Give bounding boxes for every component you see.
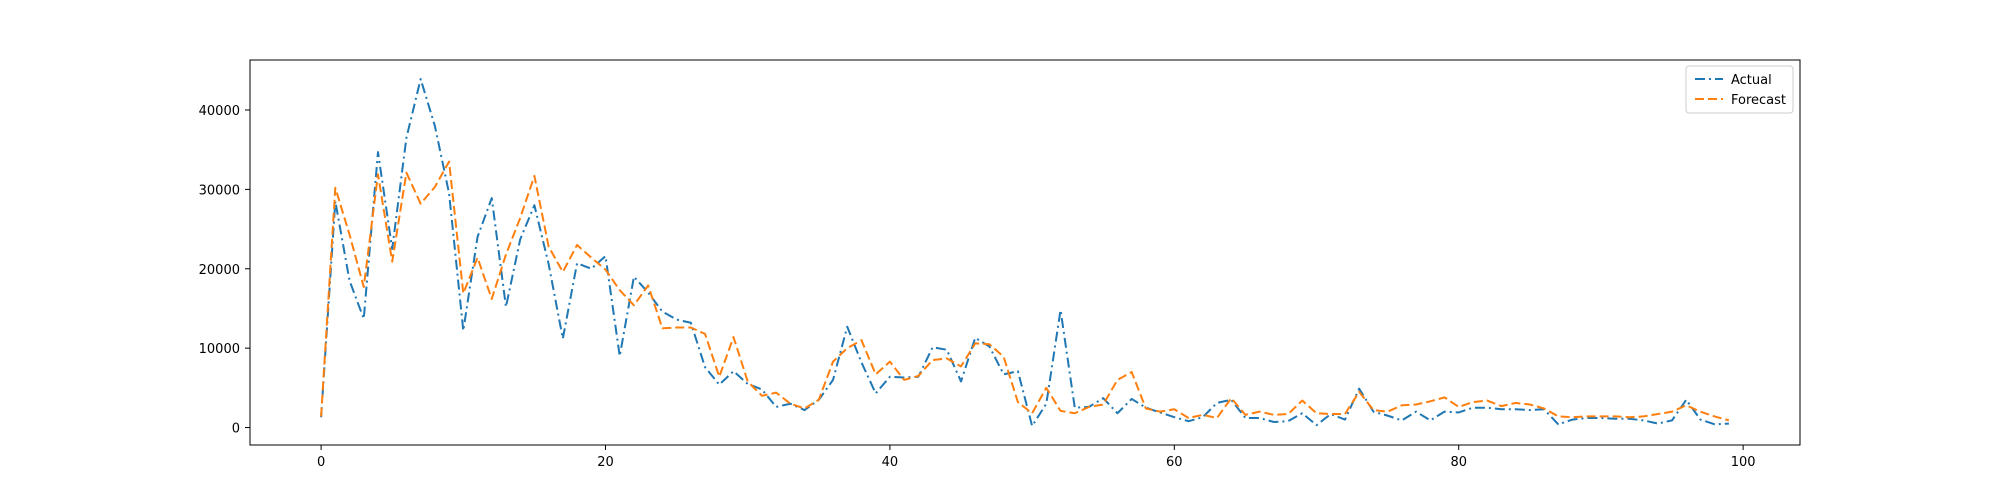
plot-lines [320,78,1730,427]
x-tick-label: 80 [1450,455,1467,470]
y-tick-label: 20000 [199,263,240,278]
series-line-forecast [320,160,1730,422]
x-tick-label: 40 [882,455,899,470]
legend-label-actual: Actual [1731,73,1772,88]
y-tick-label: 30000 [199,183,240,198]
legend: Actual Forecast [1685,65,1794,114]
y-axis: 0 10000 20000 30000 40000 [199,104,250,437]
x-tick-label: 20 [597,455,614,470]
x-tick-label: 60 [1166,455,1183,470]
legend-label-forecast: Forecast [1731,93,1786,108]
y-tick-label: 10000 [199,342,240,357]
x-tick-label: 100 [1731,455,1756,470]
x-tick-label: 0 [317,455,325,470]
x-axis: 0 20 40 60 80 100 [317,445,1756,470]
y-tick-label: 0 [232,422,240,437]
y-tick-label: 40000 [199,104,240,119]
axes-frame [249,59,1801,446]
legend-box [1685,65,1794,114]
series-line-actual [320,78,1729,427]
